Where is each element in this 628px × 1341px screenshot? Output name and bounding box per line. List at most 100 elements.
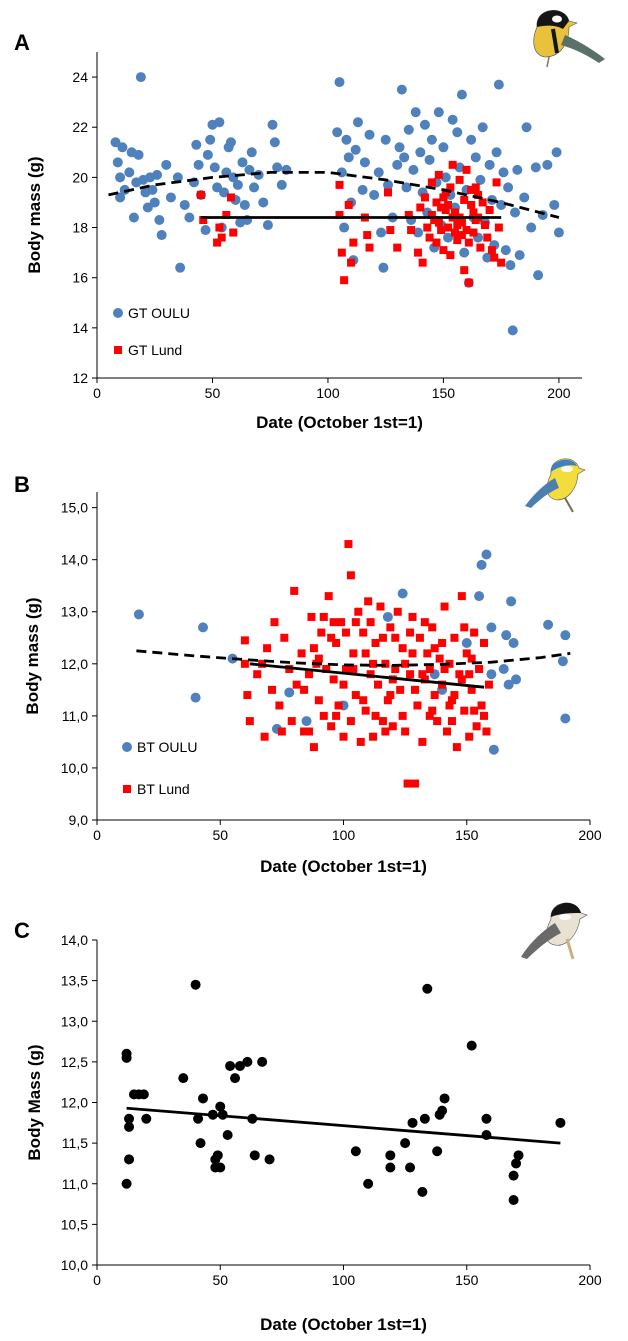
data-point [454,162,465,173]
data-point [344,200,353,209]
data-point [440,665,449,674]
chart-b: 0 50 100 150 200 9,0 10,0 11,0 12,0 13,0 14,0 15,0 D… [23,458,602,876]
data-point [385,1162,396,1173]
y-tick-label: 12,0 [61,656,88,672]
chickadee-icon [521,902,588,960]
data-point [560,713,571,724]
data-point [341,628,350,637]
data-point [408,649,417,658]
data-point [124,1113,135,1124]
x-tick-label: 50 [212,827,228,843]
data-point [378,262,389,273]
legend-label: GT Lund [128,342,182,358]
panel-letter-b: B [14,472,30,497]
data-point [460,195,469,204]
panel-letter-c: C [14,918,30,943]
data-point [427,178,436,187]
data-point [542,159,553,170]
data-point [341,134,352,145]
data-point [215,1162,226,1173]
data-point [452,743,461,752]
data-point [508,1170,519,1181]
data-point [410,107,421,118]
chart-c: 0 50 100 150 200 10,0 10,5 11,0 11,5 12,0 12,5 13,0… [25,902,602,1334]
data-point [460,623,469,632]
data-point [349,649,358,658]
data-point [508,637,519,648]
data-point [212,1150,223,1161]
data-point [383,179,393,190]
data-point [154,215,165,226]
data-point [474,591,485,602]
data-point [385,1150,396,1161]
data-point [405,1162,416,1173]
data-point [147,184,158,195]
data-point [365,243,374,252]
data-point [428,623,437,632]
data-point [339,680,348,689]
data-point [406,670,415,679]
y-tick-label: 14 [72,320,88,336]
data-point [371,638,380,647]
data-point [346,717,355,726]
data-point [439,1093,450,1104]
data-point [492,178,501,187]
data-point [133,149,144,160]
data-point [466,1040,477,1051]
bird-leg [546,56,550,68]
x-tick-label: 150 [455,827,479,843]
x-tick-label: 0 [93,827,101,843]
data-point [407,1117,418,1128]
data-point [319,711,328,720]
data-point [133,609,144,620]
series-bt-lund [240,540,493,788]
data-point [366,670,375,679]
data-point [430,216,439,225]
data-point [403,124,414,135]
data-point [482,727,491,736]
data-point [217,233,226,242]
data-point [469,208,478,217]
data-point [476,243,485,252]
data-point [161,159,172,170]
data-point [508,1195,519,1205]
data-point [470,706,479,715]
data-point [244,164,255,175]
data-point [459,247,470,258]
data-point [466,134,477,145]
series-gt-lund [196,160,506,287]
data-point [263,644,272,653]
data-point [408,612,417,621]
data-point [464,278,473,287]
data-point [483,233,492,242]
data-point [257,1056,268,1067]
data-point [232,179,243,190]
data-point [270,618,279,627]
panel-a: A 0 50 100 150 200 12 14 16 18 20 22 24 Date (Octobe… [0,0,628,440]
data-point [439,246,448,255]
data-point [297,649,306,658]
data-point [384,188,392,197]
data-point [485,205,494,214]
data-point [314,654,323,663]
x-tick-label: 150 [432,385,456,401]
data-point [476,559,487,570]
chart-a: 0 50 100 150 200 12 14 16 18 20 22 24 Date (October … [25,10,605,432]
panel-c: C 0 50 100 150 200 10,0 10,5 11,0 11,5 12,0 12,5 13… [0,880,628,1341]
x-axis-title: Date (October 1st=1) [260,1315,427,1334]
data-point [264,1154,275,1165]
series-points [121,979,566,1205]
data-point [344,540,353,549]
data-point [418,737,427,746]
data-point [506,596,517,607]
y-axis-title: Body Mass (g) [25,1044,44,1160]
data-point [419,119,430,130]
data-point [276,179,287,190]
data-point [121,1178,132,1189]
data-point [226,193,235,202]
y-tick-label: 12,0 [61,1095,88,1111]
data-point [491,147,502,158]
data-point [229,228,238,237]
data-point [433,717,442,726]
data-point [434,170,443,179]
